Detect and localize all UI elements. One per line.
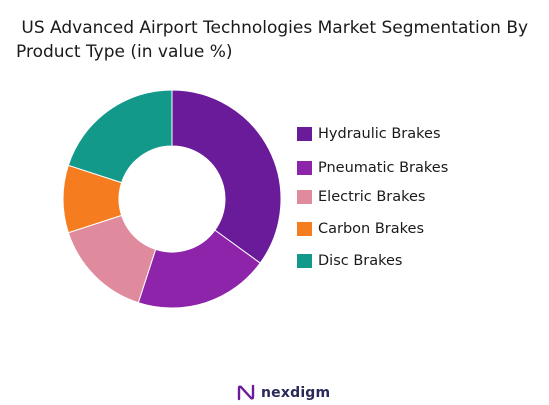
legend-swatch-pneumatic-brakes	[297, 161, 312, 175]
legend-swatch-carbon-brakes	[297, 222, 312, 236]
legend-label-electric-brakes: Electric Brakes	[318, 189, 426, 205]
chart-title: US Advanced Airport Technologies Market …	[16, 18, 529, 62]
nexdigm-logo-icon	[237, 384, 255, 401]
legend-swatch-disc-brakes	[297, 254, 312, 268]
legend-label-hydraulic-brakes: Hydraulic Brakes	[318, 126, 441, 142]
brand-name: nexdigm	[261, 385, 331, 401]
legend-swatch-electric-brakes	[297, 190, 312, 204]
donut-slice-hydraulic-brakes	[171, 89, 282, 264]
legend-item-electric-brakes: Electric Brakes	[297, 187, 426, 207]
legend-label-carbon-brakes: Carbon Brakes	[318, 221, 424, 237]
legend-swatch-hydraulic-brakes	[297, 127, 312, 141]
legend-item-pneumatic-brakes: Pneumatic Brakes	[297, 158, 448, 178]
legend-label-disc-brakes: Disc Brakes	[318, 253, 403, 269]
legend-item-hydraulic-brakes: Hydraulic Brakes	[297, 124, 441, 144]
donut-slice-disc-brakes	[67, 89, 173, 184]
legend-label-pneumatic-brakes: Pneumatic Brakes	[318, 160, 449, 176]
legend-item-carbon-brakes: Carbon Brakes	[297, 219, 424, 239]
brand-logo: nexdigm	[236, 383, 330, 403]
legend-item-disc-brakes: Disc Brakes	[297, 251, 402, 271]
donut-slice-pneumatic-brakes	[137, 229, 261, 309]
